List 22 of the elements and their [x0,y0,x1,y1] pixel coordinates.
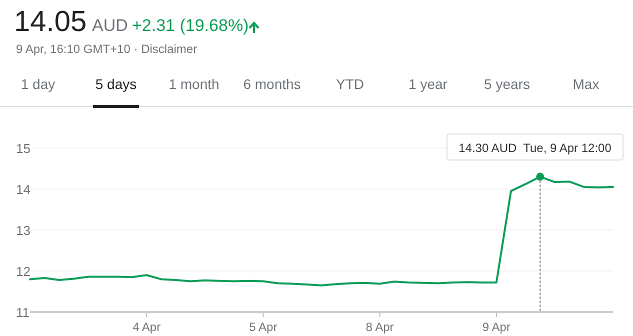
chart-subtitle: 9 Apr, 16:10 GMT+10 · Disclaimer [16,42,198,56]
x-tick-label: 9 Apr [482,320,510,334]
text: +2.31 (19.68%) [132,16,249,35]
text: 1 month [168,76,220,92]
annotation: 14.30 AUD Tue, 9 Apr 12:00 [458,141,612,155]
text: 5 days [95,76,137,92]
x-tick-label: 4 Apr [132,320,161,334]
x-tick-label: 5 Apr [249,320,278,334]
text: 5 years [484,76,530,92]
x-tick-label: 8 Apr [366,320,394,334]
text: 1 year [408,76,448,92]
text: AUD [92,16,128,35]
text: 1 day [20,76,56,92]
chart-title: 14.05 [14,6,87,38]
y-tick-label: 14 [16,182,30,197]
y-tick-label: 13 [16,223,30,238]
y-tick-label: 15 [16,141,30,156]
y-tick-label: 11 [16,305,30,320]
text: 6 months [243,76,301,92]
text: Max [572,76,600,92]
y-tick-label: 12 [16,264,30,279]
text: YTD [336,76,364,92]
